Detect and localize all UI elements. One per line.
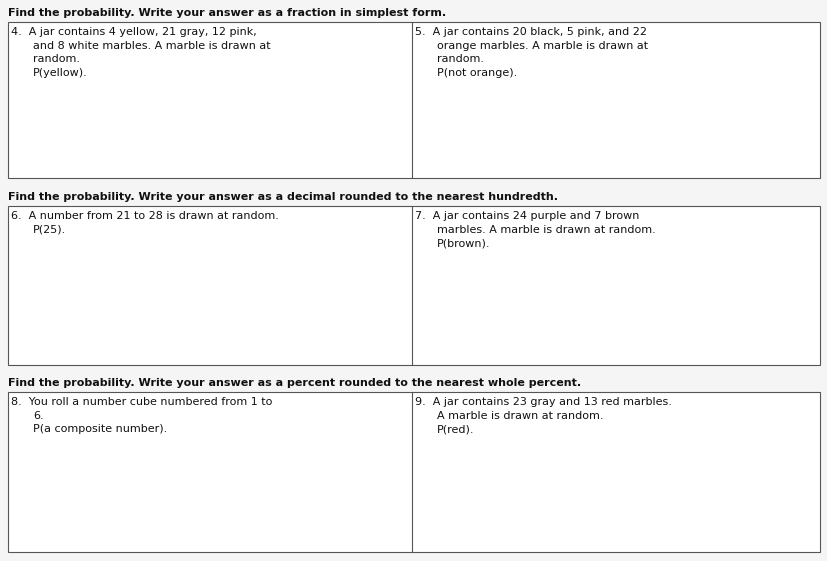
Text: 6.  A number from 21 to 28 is drawn at random.: 6. A number from 21 to 28 is drawn at ra… bbox=[11, 211, 279, 221]
Text: marbles. A marble is drawn at random.: marbles. A marble is drawn at random. bbox=[437, 224, 655, 234]
Text: Find the probability. Write your answer as a fraction in simplest form.: Find the probability. Write your answer … bbox=[8, 8, 446, 18]
Bar bbox=[8, 22, 819, 178]
Text: 7.  A jar contains 24 purple and 7 brown: 7. A jar contains 24 purple and 7 brown bbox=[414, 211, 638, 221]
Bar bbox=[8, 392, 819, 552]
Text: 9.  A jar contains 23 gray and 13 red marbles.: 9. A jar contains 23 gray and 13 red mar… bbox=[414, 397, 671, 407]
Text: P(brown).: P(brown). bbox=[437, 238, 490, 248]
Text: A marble is drawn at random.: A marble is drawn at random. bbox=[437, 411, 603, 421]
Text: P(25).: P(25). bbox=[33, 224, 66, 234]
Text: random.: random. bbox=[33, 54, 80, 64]
Text: and 8 white marbles. A marble is drawn at: and 8 white marbles. A marble is drawn a… bbox=[33, 40, 270, 50]
Text: P(not orange).: P(not orange). bbox=[437, 67, 517, 77]
Text: 6.: 6. bbox=[33, 411, 44, 421]
Text: 5.  A jar contains 20 black, 5 pink, and 22: 5. A jar contains 20 black, 5 pink, and … bbox=[414, 27, 646, 37]
Text: P(yellow).: P(yellow). bbox=[33, 67, 88, 77]
Text: Find the probability. Write your answer as a decimal rounded to the nearest hund: Find the probability. Write your answer … bbox=[8, 192, 557, 202]
Text: random.: random. bbox=[437, 54, 484, 64]
Text: P(red).: P(red). bbox=[437, 424, 474, 434]
Text: 8.  You roll a number cube numbered from 1 to: 8. You roll a number cube numbered from … bbox=[11, 397, 272, 407]
Text: orange marbles. A marble is drawn at: orange marbles. A marble is drawn at bbox=[437, 40, 648, 50]
Text: 4.  A jar contains 4 yellow, 21 gray, 12 pink,: 4. A jar contains 4 yellow, 21 gray, 12 … bbox=[11, 27, 256, 37]
Bar bbox=[8, 206, 819, 365]
Text: Find the probability. Write your answer as a percent rounded to the nearest whol: Find the probability. Write your answer … bbox=[8, 378, 581, 388]
Text: P(a composite number).: P(a composite number). bbox=[33, 424, 167, 434]
